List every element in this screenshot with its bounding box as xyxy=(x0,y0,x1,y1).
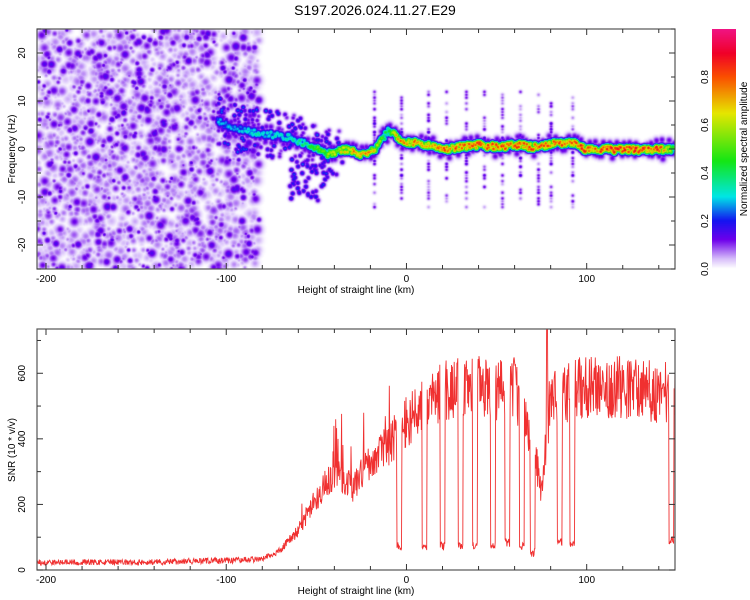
spectrogram-ytick-label: 0 xyxy=(17,146,28,152)
colorbar-tick-label: 0.0 xyxy=(700,262,711,276)
spectrogram-xtick-label: -100 xyxy=(216,274,236,285)
snr-xtick-label: -200 xyxy=(36,575,56,586)
colorbar-tick-label: 0.8 xyxy=(700,70,711,84)
spectrogram-xlabel: Height of straight line (km) xyxy=(298,285,415,296)
colorbar-tick-label: 0.4 xyxy=(700,166,711,180)
spectrogram-xtick-label: 100 xyxy=(578,274,595,285)
snr-ytick-label: 400 xyxy=(17,430,28,447)
spectrogram-ytick-label: -10 xyxy=(17,189,28,204)
colorbar: 0.0 0.2 0.4 0.6 0.8 Normalized spectral ampl… xyxy=(700,29,750,276)
spectrogram-ylabel: Frequency (Hz) xyxy=(7,115,18,184)
snr-xtick-label: -100 xyxy=(216,575,236,586)
snr-ylabel: SNR (10 * v/v) xyxy=(7,418,18,482)
spectrogram-ytick-label: 20 xyxy=(17,47,28,59)
snr-panel: -200 -100 0 100 0 200 400 600 Height of straig… xyxy=(7,328,676,597)
spectrogram-xtick-label: -200 xyxy=(36,274,56,285)
snr-ytick-label: 600 xyxy=(17,364,28,381)
snr-ytick-label: 0 xyxy=(17,567,28,573)
colorbar-label: Normalized spectral amplitude xyxy=(739,81,750,216)
spectrogram-xtick-label: 0 xyxy=(404,274,410,285)
colorbar-gradient xyxy=(712,29,736,269)
snr-ytick-label: 200 xyxy=(17,496,28,513)
colorbar-tick-label: 0.6 xyxy=(700,118,711,132)
spectrogram-heatmap xyxy=(37,29,675,269)
spectrogram-ytick-label: -20 xyxy=(17,237,28,252)
snr-series-line xyxy=(36,328,676,567)
chart-title: S197.2026.024.11.27.E29 xyxy=(294,2,456,18)
colorbar-tick-label: 0.2 xyxy=(700,214,711,228)
snr-xtick-label: 100 xyxy=(578,575,595,586)
snr-frame xyxy=(36,328,676,571)
snr-xlabel: Height of straight line (km) xyxy=(298,586,415,597)
spectrogram-ytick-label: 10 xyxy=(17,95,28,107)
snr-xtick-label: 0 xyxy=(404,575,410,586)
